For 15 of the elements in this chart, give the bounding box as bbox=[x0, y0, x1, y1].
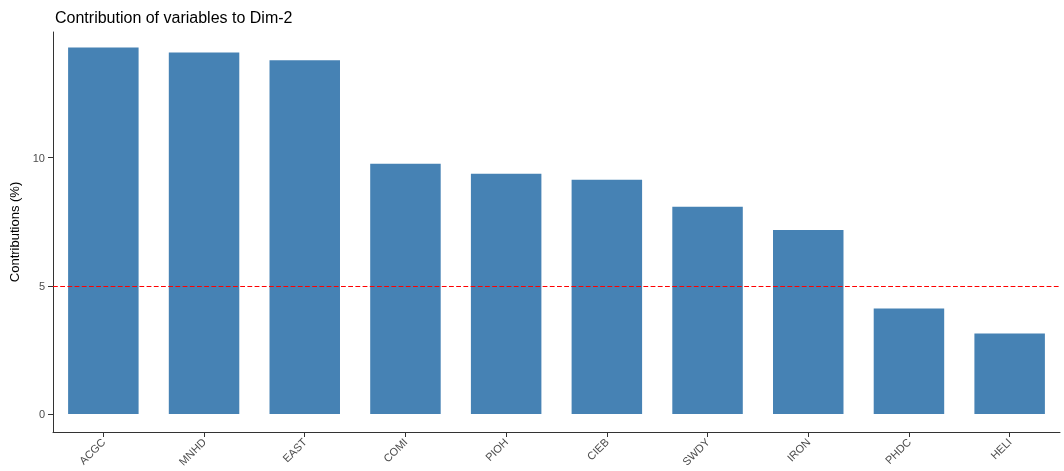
bar bbox=[370, 163, 441, 415]
y-axis-title: Contributions (%) bbox=[7, 181, 22, 283]
bar bbox=[168, 52, 240, 415]
bar bbox=[873, 308, 945, 415]
bar bbox=[470, 173, 542, 415]
bar bbox=[773, 229, 844, 415]
y-tick-label: 5 bbox=[38, 279, 45, 292]
bar bbox=[974, 333, 1045, 415]
bar bbox=[68, 47, 139, 415]
chart-title: Contribution of variables to Dim-2 bbox=[55, 8, 293, 26]
bar bbox=[269, 60, 340, 415]
y-tick-label: 0 bbox=[38, 408, 45, 421]
y-tick-label: 10 bbox=[32, 151, 45, 164]
bar bbox=[672, 206, 743, 415]
bar bbox=[571, 179, 643, 415]
